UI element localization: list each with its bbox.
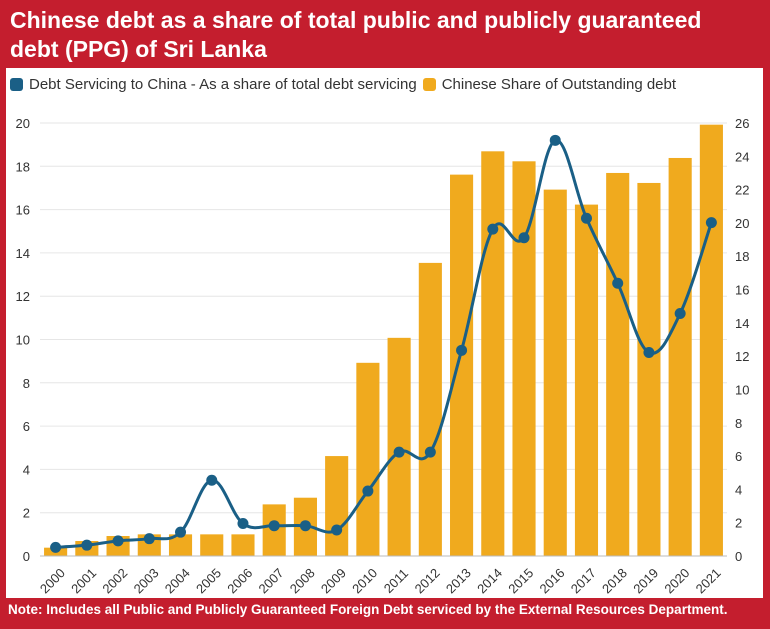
bar bbox=[637, 182, 661, 556]
bar bbox=[512, 161, 536, 557]
legend: Debt Servicing to China - As a share of … bbox=[10, 76, 682, 93]
line-point bbox=[81, 539, 93, 551]
y-left-tick-label: 2 bbox=[23, 506, 30, 521]
bar bbox=[168, 534, 193, 556]
line-point bbox=[112, 535, 124, 547]
x-tick-label: 2010 bbox=[349, 565, 380, 596]
y-right-tick-label: 14 bbox=[735, 316, 749, 331]
line-point bbox=[549, 134, 561, 146]
legend-item-line: Debt Servicing to China - As a share of … bbox=[10, 76, 417, 93]
y-right-tick-label: 18 bbox=[735, 249, 749, 264]
line-point bbox=[705, 217, 717, 229]
y-right-tick-label: 20 bbox=[735, 216, 749, 231]
line-point bbox=[50, 541, 62, 553]
x-tick-label: 2013 bbox=[443, 565, 474, 596]
x-tick-label: 2015 bbox=[505, 565, 536, 596]
y-left-tick-label: 16 bbox=[16, 203, 30, 218]
line-point bbox=[487, 223, 499, 235]
y-left-tick-label: 0 bbox=[23, 549, 30, 564]
y-left-tick-label: 6 bbox=[23, 419, 30, 434]
y-left-tick-label: 8 bbox=[23, 376, 30, 391]
line-point bbox=[299, 520, 311, 532]
y-right-tick-label: 12 bbox=[735, 349, 749, 364]
x-tick-label: 2004 bbox=[162, 565, 193, 596]
x-tick-label: 2018 bbox=[599, 565, 630, 596]
x-tick-label: 2008 bbox=[287, 565, 318, 596]
y-right-tick-label: 24 bbox=[735, 149, 749, 164]
x-tick-label: 2019 bbox=[630, 565, 661, 596]
bar bbox=[481, 151, 505, 557]
x-tick-label: 2020 bbox=[661, 565, 692, 596]
bar bbox=[668, 157, 692, 556]
footnote: Note: Includes all Public and Publicly G… bbox=[8, 602, 728, 617]
y-right-tick-label: 26 bbox=[735, 116, 749, 131]
line-point bbox=[206, 474, 218, 486]
y-right-tick-label: 16 bbox=[735, 283, 749, 298]
bar bbox=[450, 174, 474, 556]
bar bbox=[574, 204, 599, 556]
line-point bbox=[518, 232, 530, 244]
bar bbox=[231, 534, 255, 556]
y-left-tick-label: 4 bbox=[23, 462, 30, 477]
line-point bbox=[143, 533, 155, 545]
y-right-tick-label: 2 bbox=[735, 516, 742, 531]
x-tick-label: 2000 bbox=[37, 565, 68, 596]
line-point bbox=[580, 212, 592, 224]
legend-swatch-line bbox=[10, 78, 23, 91]
y-right-tick-label: 10 bbox=[735, 382, 749, 397]
x-tick-label: 2012 bbox=[412, 565, 443, 596]
y-right-tick-label: 22 bbox=[735, 183, 749, 198]
bar bbox=[325, 456, 349, 556]
line-point bbox=[237, 518, 249, 530]
y-right-tick-label: 8 bbox=[735, 416, 742, 431]
x-tick-label: 2011 bbox=[381, 566, 411, 596]
x-tick-label: 2005 bbox=[193, 565, 224, 596]
legend-label-bar: Chinese Share of Outstanding debt bbox=[441, 76, 677, 93]
legend-swatch-bar bbox=[422, 78, 436, 91]
x-tick-label: 2007 bbox=[255, 565, 286, 596]
line-point bbox=[268, 520, 280, 532]
x-tick-label: 2014 bbox=[474, 565, 505, 596]
line-point bbox=[612, 277, 624, 289]
x-tick-label: 2006 bbox=[224, 565, 255, 596]
bar bbox=[606, 172, 630, 556]
bar bbox=[356, 362, 380, 556]
y-left-tick-label: 10 bbox=[16, 333, 30, 348]
x-tick-label: 2001 bbox=[68, 565, 99, 596]
legend-label-line: Debt Servicing to China - As a share of … bbox=[29, 76, 417, 93]
x-tick-label: 2003 bbox=[131, 565, 162, 596]
x-tick-label: 2002 bbox=[99, 565, 130, 596]
y-left-tick-label: 12 bbox=[16, 289, 30, 304]
line-point bbox=[424, 446, 436, 458]
bar bbox=[543, 189, 567, 556]
line-point bbox=[456, 344, 468, 356]
bar bbox=[699, 124, 723, 557]
x-tick-label: 2021 bbox=[693, 565, 724, 596]
x-tick-label: 2017 bbox=[568, 565, 599, 596]
line-point bbox=[331, 524, 343, 536]
y-right-tick-label: 0 bbox=[735, 549, 742, 564]
y-right-tick-label: 6 bbox=[735, 449, 742, 464]
y-left-tick-label: 14 bbox=[16, 246, 30, 261]
line-point bbox=[393, 446, 405, 458]
y-right-tick-label: 4 bbox=[735, 482, 742, 497]
y-left-tick-label: 20 bbox=[16, 116, 30, 131]
bar bbox=[418, 262, 442, 556]
x-tick-label: 2016 bbox=[537, 565, 568, 596]
bar bbox=[200, 534, 224, 556]
line-point bbox=[643, 346, 655, 358]
y-left-tick-label: 18 bbox=[16, 159, 30, 174]
chart-title: Chinese debt as a share of total public … bbox=[10, 7, 702, 62]
line-point bbox=[175, 526, 187, 538]
line-point bbox=[362, 485, 374, 497]
line-point bbox=[674, 308, 686, 320]
x-tick-label: 2009 bbox=[318, 565, 349, 596]
legend-item-bar: Chinese Share of Outstanding debt bbox=[422, 76, 677, 93]
